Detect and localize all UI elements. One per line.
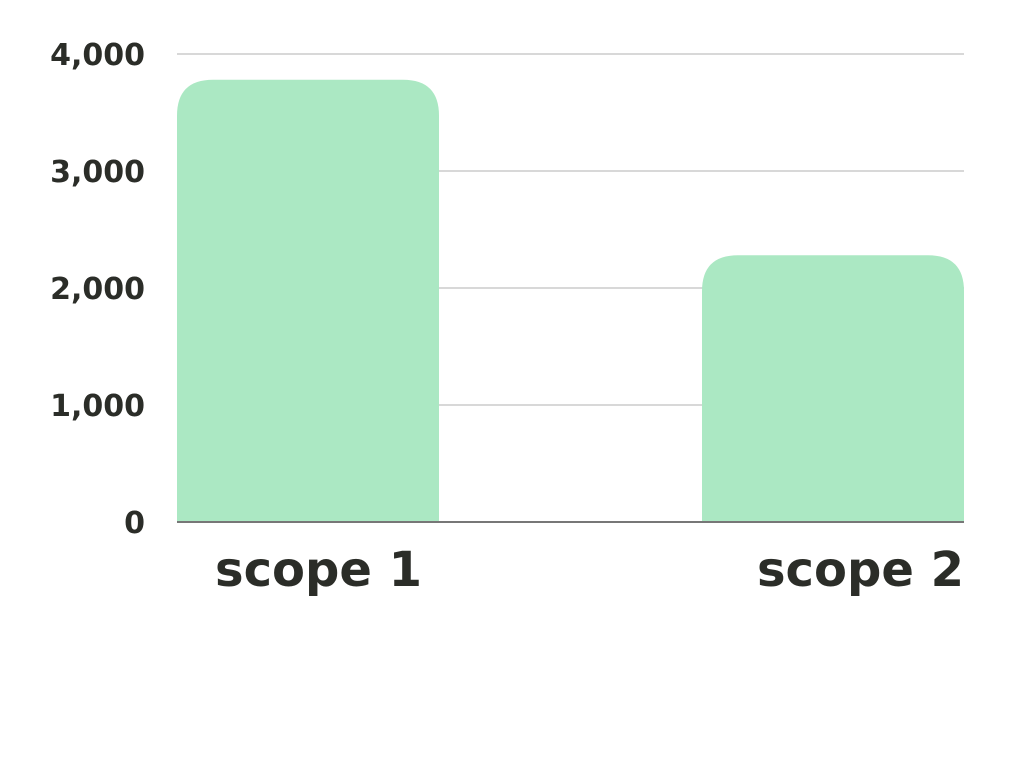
bar-2	[702, 255, 964, 523]
y-axis-ticks: 0 1,000 2,000 3,000 4,000	[50, 38, 145, 541]
x-axis-labels: scope 1 scope 2	[215, 542, 964, 598]
y-tick-label: 0	[124, 506, 145, 541]
category-label: scope 1	[215, 542, 422, 598]
category-label: scope 2	[757, 542, 964, 598]
y-tick-label: 1,000	[50, 389, 145, 424]
y-tick-label: 2,000	[50, 272, 145, 307]
bars	[177, 79, 964, 523]
bar-1	[177, 79, 439, 523]
y-tick-label: 4,000	[50, 38, 145, 73]
y-tick-label: 3,000	[50, 155, 145, 190]
